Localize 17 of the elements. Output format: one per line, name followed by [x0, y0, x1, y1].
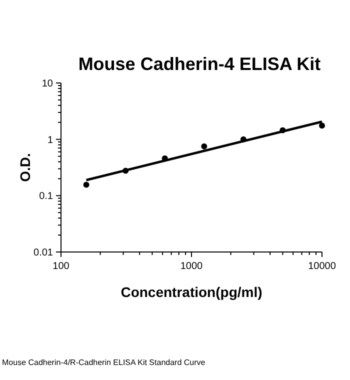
x-tick-label: 10000: [308, 261, 336, 272]
x-tick-label: 100: [52, 261, 70, 272]
y-tick-label: 1: [47, 134, 54, 146]
text: Mouse Cadherin-4/R-Cadherin ELISA Kit Standard Curve: [2, 358, 206, 367]
point: [122, 168, 129, 174]
chart-title: Mouse Cadherin-4 ELISA Kit: [78, 54, 321, 74]
x-tick-label: 1000: [180, 261, 204, 272]
y-tick-label: 0.1: [39, 191, 54, 202]
point: [83, 182, 90, 188]
point: [240, 136, 246, 142]
x-axis-title: Concentration(pg/ml): [120, 284, 262, 300]
point: [319, 122, 325, 129]
point: [280, 127, 286, 134]
y-tick-label: 10: [42, 78, 54, 90]
y-axis-title: O.D.: [17, 153, 33, 182]
y-tick-label: 0.01: [34, 248, 54, 258]
point: [201, 143, 208, 150]
